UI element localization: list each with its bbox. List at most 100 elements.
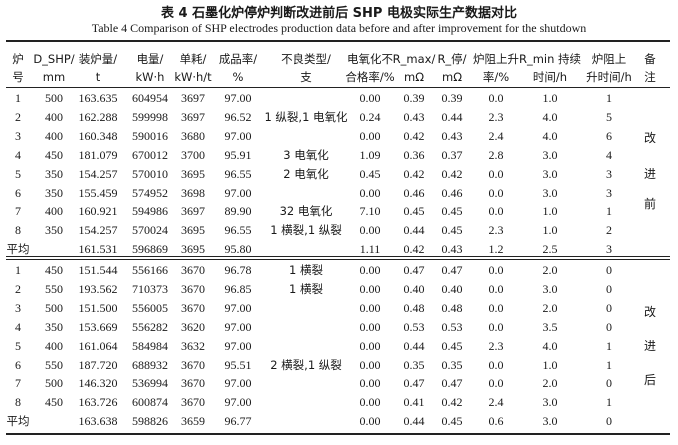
table-cell: 97.00	[224, 128, 252, 143]
table-cell: 3697	[181, 91, 205, 105]
group-note-char: 前	[644, 197, 657, 211]
table-caption-cn: 表 4 石墨化炉停炉判断改进前后 SHP 电极实际生产数据对比	[161, 6, 517, 21]
table-cell: 0.00	[359, 223, 381, 238]
table-cell: 0.48	[441, 300, 463, 315]
table-cell: 536994	[132, 376, 168, 391]
table-cell: 1	[15, 263, 21, 277]
header-cell: 合格率/%	[345, 70, 395, 84]
table-cell: 89.90	[224, 204, 252, 219]
table-cell: 3670	[181, 281, 205, 296]
table-cell: 97.00	[224, 91, 252, 105]
table-cell: 600874	[132, 395, 168, 410]
header-cell: 率/%	[482, 70, 510, 84]
average-cell: 3695	[181, 242, 205, 257]
group-note-char: 改	[644, 305, 657, 319]
average-cell: 3.0	[542, 414, 558, 429]
table-cell: 0.00	[359, 338, 381, 353]
average-cell: 1.11	[359, 242, 381, 257]
table-cell: 670012	[132, 147, 168, 162]
table-cell: 0.42	[403, 128, 425, 143]
table-cell: 3697	[181, 109, 205, 124]
table-cell: 2	[606, 223, 612, 238]
header-cell: mΩ	[442, 70, 462, 84]
average-cell: 3659	[181, 414, 205, 429]
average-cell: 161.531	[78, 242, 118, 257]
table-cell: 2.0	[542, 300, 558, 315]
table-cell: 0	[606, 281, 612, 296]
table-cell: 154.257	[78, 166, 118, 181]
table-cell: 0.00	[359, 319, 381, 334]
header-cell: 支	[300, 70, 312, 84]
average-cell: 95.80	[224, 242, 252, 257]
table-cell: 3670	[181, 263, 205, 277]
group-note-char: 改	[644, 131, 657, 145]
table-cell: 0.43	[441, 128, 463, 143]
table-cell: 0.0	[488, 263, 504, 277]
table-cell: 550	[45, 357, 63, 372]
table-cell: 3670	[181, 376, 205, 391]
table-cell: 0.00	[359, 395, 381, 410]
header-cell: 炉阻上	[591, 52, 627, 66]
table-cell: 1.0	[542, 223, 558, 238]
average-cell: 0.44	[403, 414, 425, 429]
group-divider-rule	[6, 256, 670, 257]
average-cell: 0.00	[359, 414, 381, 429]
header-cell: 注	[644, 70, 656, 84]
header-rule	[6, 87, 670, 88]
table-cell: 0.35	[441, 357, 463, 372]
table-cell: 0.45	[441, 338, 463, 353]
header-cell: 成品率/	[218, 52, 258, 66]
table-cell: 0.00	[359, 91, 381, 105]
table-cell: 2 电氧化	[283, 166, 329, 181]
table-cell: 1.09	[359, 147, 381, 162]
table-cell: 400	[45, 109, 63, 124]
header-cell: 升时间/h	[586, 70, 632, 84]
table-cell: 3695	[181, 223, 205, 238]
table-cell: 0.45	[359, 166, 381, 181]
table-cell: 3680	[181, 128, 205, 143]
table-cell: 32 电氧化	[279, 204, 333, 219]
average-cell: 2.5	[542, 242, 558, 257]
table-cell: 0.42	[403, 166, 425, 181]
table-cell: 160.348	[78, 128, 118, 143]
table-cell: 0.45	[441, 204, 463, 219]
table-cell: 151.500	[78, 300, 118, 315]
table-cell: 556166	[132, 263, 168, 277]
table-cell: 5	[15, 338, 21, 353]
table-cell: 160.921	[78, 204, 118, 219]
table-cell: 3.0	[542, 281, 558, 296]
table-cell: 3.0	[542, 147, 558, 162]
average-cell: 平均	[6, 414, 30, 429]
table-cell: 97.00	[224, 300, 252, 315]
average-cell: 0.43	[441, 242, 463, 257]
header-cell: R_max/	[392, 52, 436, 66]
table-cell: 4	[606, 147, 612, 162]
table-cell: 1	[606, 395, 612, 410]
table-cell: 0.44	[441, 109, 463, 124]
table-cell: 2	[15, 281, 21, 296]
average-cell: 0.45	[441, 414, 463, 429]
table-cell: 4.0	[542, 128, 558, 143]
table-cell: 97.00	[224, 338, 252, 353]
table-cell: 570024	[132, 223, 168, 238]
header-cell: 不良类型/	[281, 52, 331, 66]
table-cell: 0.47	[441, 376, 463, 391]
header-cell: 炉阻上升	[473, 52, 519, 66]
header-cell: 电氧化不	[347, 52, 393, 66]
table-cell: 400	[45, 338, 63, 353]
table-top-rule	[6, 40, 670, 42]
table-cell: 96.55	[224, 223, 252, 238]
table-cell: 584984	[132, 338, 168, 353]
header-cell: 时间/h	[532, 70, 568, 84]
table-cell: 193.562	[78, 281, 118, 296]
table-cell: 2.4	[488, 395, 504, 410]
table-cell: 2.3	[488, 109, 504, 124]
table-cell: 3	[606, 185, 612, 200]
table-cell: 2.4	[488, 128, 504, 143]
table-cell: 3 电氧化	[283, 147, 329, 162]
average-cell: 0	[606, 414, 612, 429]
table-cell: 3.0	[542, 185, 558, 200]
table-cell: 4	[15, 319, 21, 334]
table-cell: 0.24	[359, 109, 381, 124]
table-cell: 0.0	[488, 185, 504, 200]
